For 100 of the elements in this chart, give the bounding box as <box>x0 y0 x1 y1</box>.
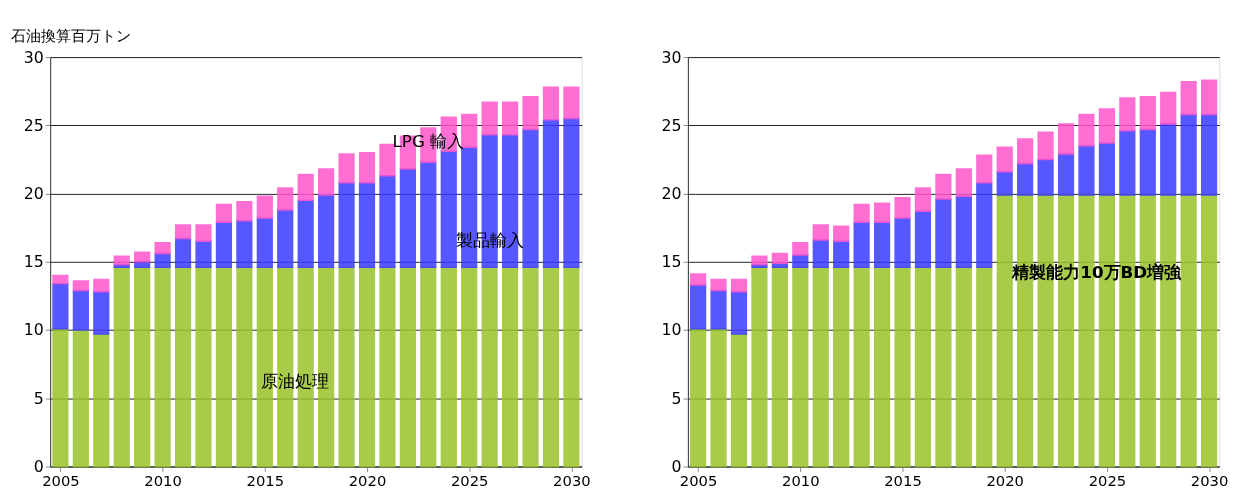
bar <box>174 224 192 240</box>
bar <box>751 255 768 266</box>
bar <box>72 289 89 331</box>
bar <box>236 266 253 468</box>
bar <box>730 278 748 293</box>
bar <box>236 201 253 222</box>
x-tick-label: 2015 <box>884 471 922 489</box>
y-tick-label: 25 <box>661 115 682 135</box>
bar <box>1139 95 1156 131</box>
bar <box>730 333 748 468</box>
bar <box>1201 113 1218 196</box>
bar <box>501 101 519 136</box>
bar <box>297 199 314 268</box>
bar <box>1037 131 1054 161</box>
bar <box>52 327 69 468</box>
bar <box>358 151 376 184</box>
bar <box>461 266 478 468</box>
x-tick-label: 2005 <box>679 471 718 489</box>
x-tick-label: 2020 <box>348 471 387 489</box>
x-tick-label: 2020 <box>986 471 1024 489</box>
bar <box>771 266 788 468</box>
bar <box>730 291 748 335</box>
bar <box>1098 108 1115 144</box>
bar <box>318 194 335 268</box>
bar <box>1180 113 1197 196</box>
bar <box>996 170 1013 196</box>
bar <box>195 266 212 468</box>
bar <box>399 266 416 468</box>
bar <box>501 266 519 468</box>
y-tick-label: 15 <box>661 252 682 272</box>
bar <box>812 224 829 241</box>
bar <box>792 266 809 468</box>
bar <box>154 252 171 268</box>
bar <box>833 240 850 268</box>
bar <box>751 266 768 468</box>
bar <box>812 266 829 468</box>
bar <box>174 237 192 268</box>
bar <box>894 217 911 268</box>
bar <box>1037 158 1054 196</box>
bar <box>522 128 539 268</box>
bar <box>1139 128 1156 196</box>
bar <box>297 173 314 202</box>
bar <box>833 225 850 243</box>
bar <box>935 173 952 200</box>
bar <box>440 266 457 468</box>
bar <box>358 266 376 468</box>
bar <box>1078 145 1095 196</box>
bar <box>1201 194 1218 468</box>
x-tick-label: 2010 <box>782 471 820 489</box>
bar <box>256 195 273 219</box>
y-tick-label: 15 <box>23 252 44 272</box>
y-tick-label: 30 <box>661 47 682 67</box>
bar <box>976 266 993 468</box>
bar <box>1078 113 1095 147</box>
bar <box>690 273 707 286</box>
bar <box>690 284 707 330</box>
bar <box>522 266 539 468</box>
y-tick-label: 25 <box>23 115 44 135</box>
bar <box>215 203 233 223</box>
bar <box>894 266 911 468</box>
bar <box>461 113 478 148</box>
y-tick-label: 10 <box>23 320 44 340</box>
y-axis-title: 石油換算百万トン <box>11 26 132 44</box>
bar <box>1017 162 1034 196</box>
x-tick-label: 2025 <box>1088 471 1127 489</box>
bar <box>996 146 1013 173</box>
bar <box>1160 123 1177 196</box>
y-tick-label: 30 <box>23 47 44 67</box>
bar <box>215 266 233 468</box>
bar <box>792 241 809 256</box>
bar <box>134 251 151 263</box>
bar <box>93 291 110 335</box>
bar <box>996 194 1013 468</box>
x-tick-label: 2030 <box>1190 471 1229 489</box>
bar <box>399 168 416 268</box>
bar <box>277 266 294 468</box>
x-tick-label: 2015 <box>246 471 285 489</box>
bar <box>833 266 850 468</box>
bar <box>277 187 294 211</box>
bar <box>1057 153 1075 196</box>
bar <box>853 203 870 223</box>
bar <box>914 210 932 268</box>
bar <box>52 282 69 330</box>
bar <box>134 266 151 468</box>
x-tick-label: 2010 <box>144 471 182 489</box>
bar <box>563 117 580 268</box>
bar <box>358 181 376 268</box>
bar <box>72 280 89 292</box>
bar <box>379 266 396 468</box>
bar <box>853 221 870 268</box>
bar <box>853 266 870 468</box>
bar <box>379 143 396 177</box>
bar <box>542 266 560 468</box>
bar <box>113 255 130 266</box>
bar <box>277 209 294 268</box>
bar <box>914 266 932 468</box>
bar <box>914 187 932 213</box>
bar <box>52 274 69 285</box>
bar <box>72 329 89 468</box>
bar <box>976 154 993 184</box>
